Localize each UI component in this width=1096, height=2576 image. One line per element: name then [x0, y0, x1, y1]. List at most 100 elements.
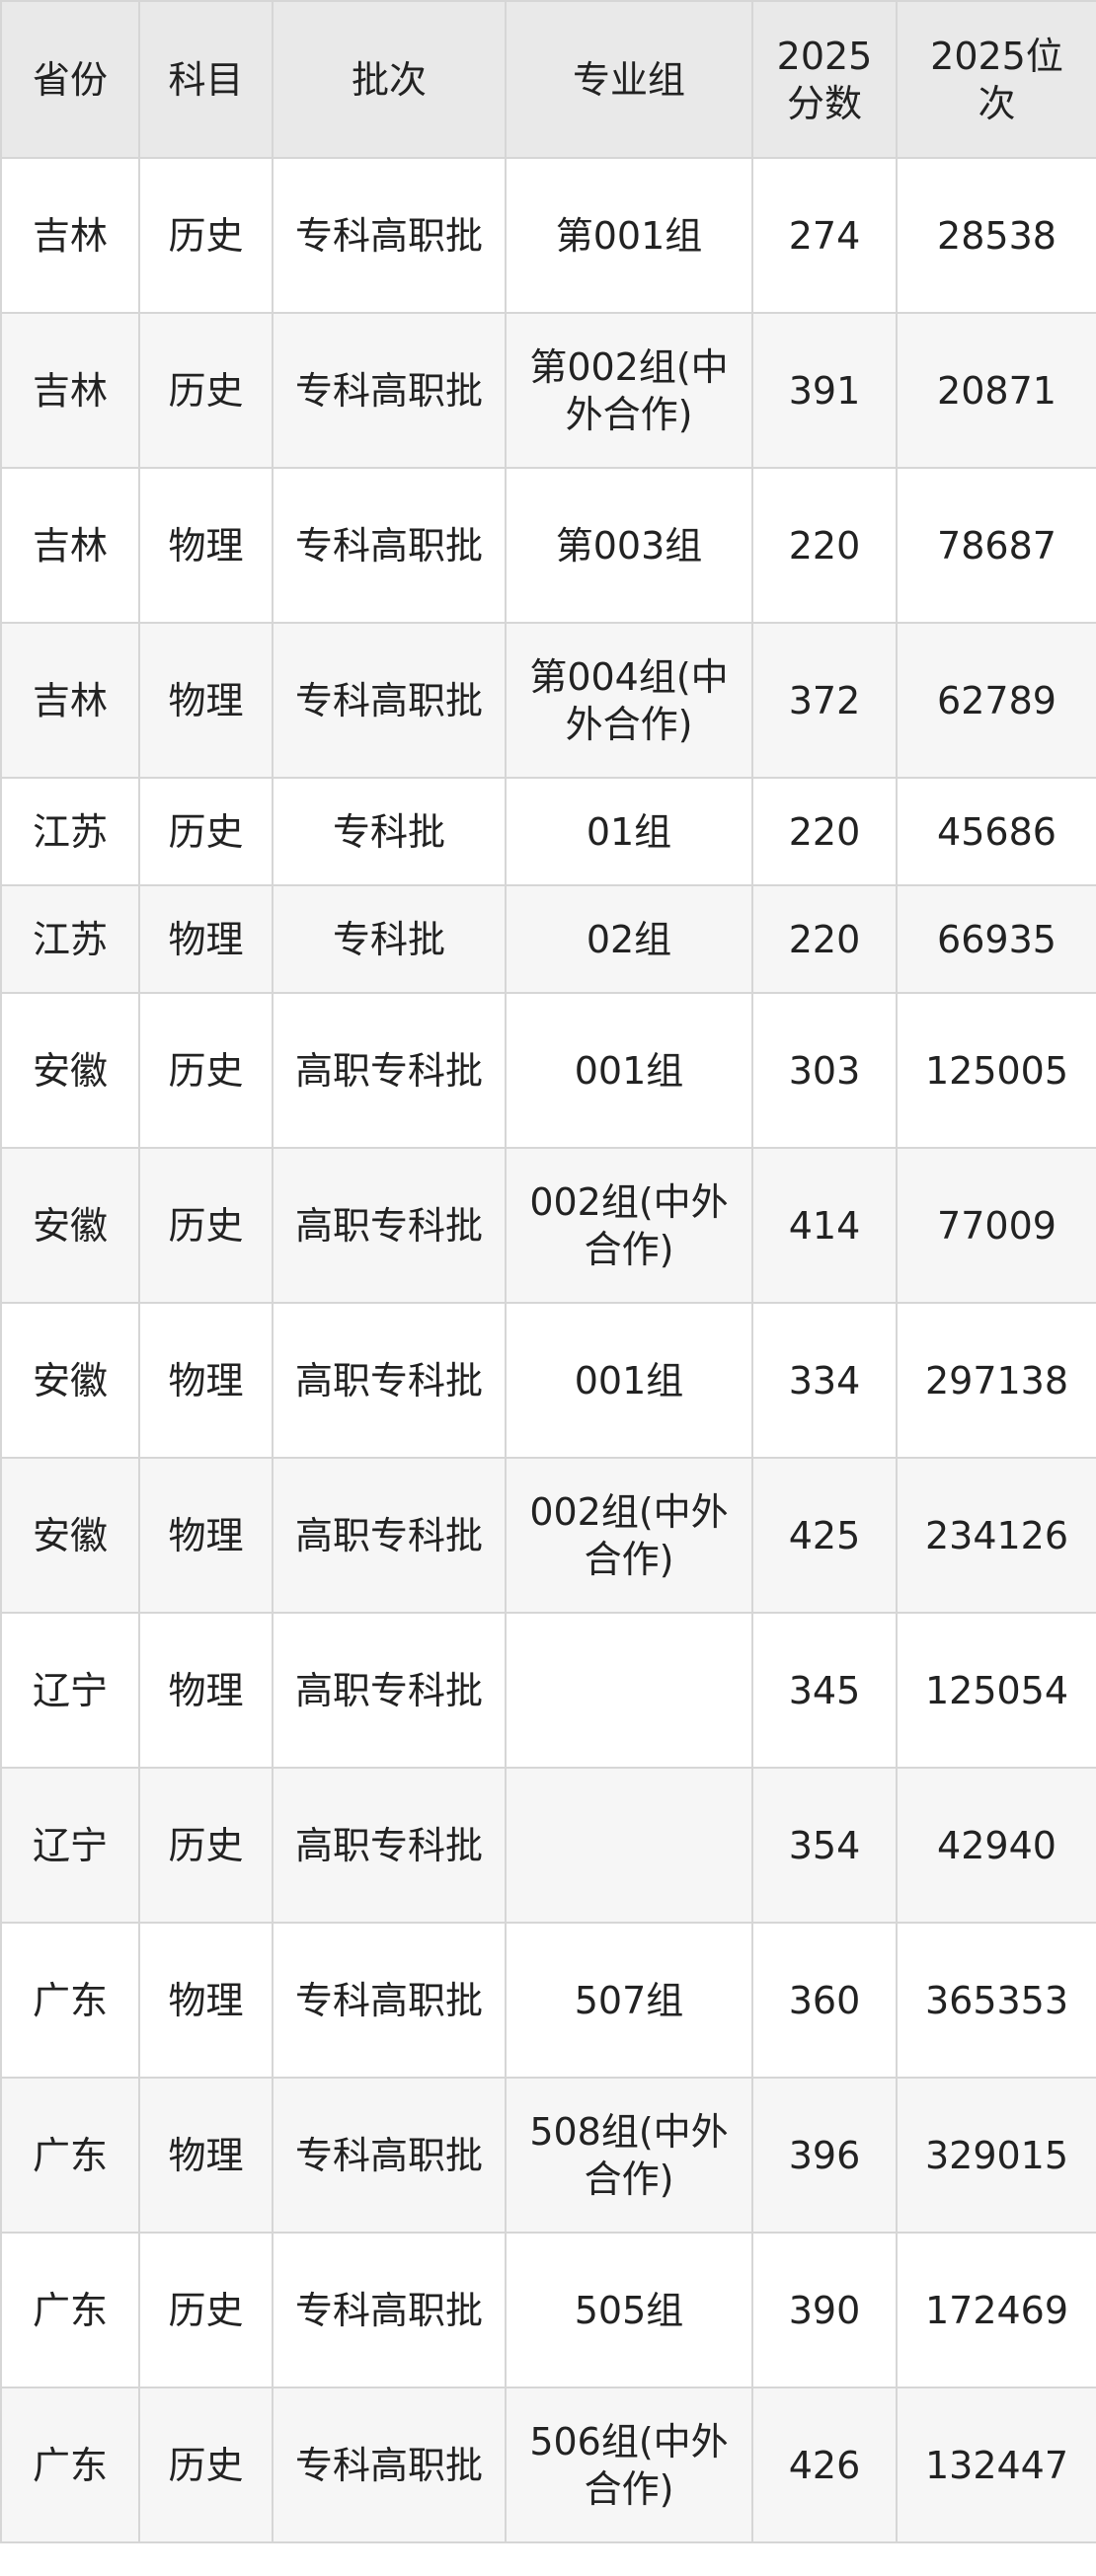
table-cell: 220 [751, 884, 898, 994]
table-cell: 辽宁 [0, 1767, 140, 1924]
table-cell: 高职专科批 [272, 992, 507, 1149]
table-cell: 396 [751, 2077, 898, 2234]
table-row: 辽宁 历史 高职专科批 354 42940 [0, 1767, 1096, 1924]
table-cell: 高职专科批 [272, 1767, 507, 1924]
table-cell: 广东 [0, 1922, 140, 2079]
table-cell [505, 1612, 753, 1769]
table-cell: 42940 [896, 1767, 1096, 1924]
table-cell: 391 [751, 312, 898, 469]
table-cell: 274 [751, 157, 898, 314]
table-row: 吉林 物理 专科高职批 第004组(中外合作) 372 62789 [0, 622, 1096, 779]
table-cell: 507组 [505, 1922, 753, 2079]
table-row: 辽宁 物理 高职专科批 345 125054 [0, 1612, 1096, 1769]
table-cell: 01组 [505, 777, 753, 886]
table-cell: 广东 [0, 2387, 140, 2543]
table-cell: 专科高职批 [272, 622, 507, 779]
table-cell: 508组(中外合作) [505, 2077, 753, 2234]
table-cell: 吉林 [0, 622, 140, 779]
table-row: 安徽 历史 高职专科批 002组(中外合作) 414 77009 [0, 1147, 1096, 1304]
table-cell: 390 [751, 2232, 898, 2388]
table-cell: 广东 [0, 2232, 140, 2388]
table-row: 广东 物理 专科高职批 507组 360 365353 [0, 1922, 1096, 2079]
table-cell: 专科高职批 [272, 467, 507, 624]
table-cell: 专科高职批 [272, 1922, 507, 2079]
table-cell: 安徽 [0, 1302, 140, 1459]
table-cell: 220 [751, 777, 898, 886]
table-cell: 高职专科批 [272, 1302, 507, 1459]
table-cell: 历史 [138, 777, 274, 886]
table-header: 省份 科目 批次 专业组 2025分数 2025位次 [0, 0, 1096, 159]
table-cell: 吉林 [0, 467, 140, 624]
table-cell: 62789 [896, 622, 1096, 779]
table-cell: 45686 [896, 777, 1096, 886]
header-cell: 2025分数 [751, 0, 898, 159]
table-cell: 专科高职批 [272, 2232, 507, 2388]
table-cell: 345 [751, 1612, 898, 1769]
table-row: 安徽 物理 高职专科批 002组(中外合作) 425 234126 [0, 1457, 1096, 1614]
table-cell: 77009 [896, 1147, 1096, 1304]
table-body: 吉林 历史 专科高职批 第001组 274 28538 吉林 历史 专科高职批 第002组(中外合… [0, 157, 1096, 2543]
table-cell: 28538 [896, 157, 1096, 314]
table-cell: 高职专科批 [272, 1147, 507, 1304]
table-cell: 125005 [896, 992, 1096, 1149]
table-cell: 第001组 [505, 157, 753, 314]
table-row: 安徽 历史 高职专科批 001组 303 125005 [0, 992, 1096, 1149]
table-row: 江苏 物理 专科批 02组 220 66935 [0, 884, 1096, 994]
table-cell: 125054 [896, 1612, 1096, 1769]
table-cell: 505组 [505, 2232, 753, 2388]
header-cell: 科目 [138, 0, 274, 159]
table-cell: 426 [751, 2387, 898, 2543]
table-cell: 吉林 [0, 312, 140, 469]
table-cell: 354 [751, 1767, 898, 1924]
table-cell: 425 [751, 1457, 898, 1614]
table-cell: 372 [751, 622, 898, 779]
table-cell: 303 [751, 992, 898, 1149]
table-cell: 历史 [138, 312, 274, 469]
header-cell: 批次 [272, 0, 507, 159]
header-cell: 2025位次 [896, 0, 1096, 159]
table-cell: 02组 [505, 884, 753, 994]
header-row: 省份 科目 批次 专业组 2025分数 2025位次 [0, 0, 1096, 159]
table-cell: 20871 [896, 312, 1096, 469]
table-cell: 江苏 [0, 884, 140, 994]
table-cell: 江苏 [0, 777, 140, 886]
table-cell: 第002组(中外合作) [505, 312, 753, 469]
table-cell: 001组 [505, 992, 753, 1149]
table-cell: 历史 [138, 992, 274, 1149]
table-cell: 365353 [896, 1922, 1096, 2079]
table-cell: 物理 [138, 1457, 274, 1614]
table-row: 江苏 历史 专科批 01组 220 45686 [0, 777, 1096, 886]
table-row: 吉林 物理 专科高职批 第003组 220 78687 [0, 467, 1096, 624]
table-cell: 专科批 [272, 884, 507, 994]
table-row: 吉林 历史 专科高职批 第002组(中外合作) 391 20871 [0, 312, 1096, 469]
table-cell: 物理 [138, 1302, 274, 1459]
table-cell: 安徽 [0, 992, 140, 1149]
table-cell: 78687 [896, 467, 1096, 624]
table-cell: 66935 [896, 884, 1096, 994]
table-cell: 第004组(中外合作) [505, 622, 753, 779]
table-cell: 物理 [138, 1922, 274, 2079]
table-cell: 专科高职批 [272, 157, 507, 314]
table-cell: 506组(中外合作) [505, 2387, 753, 2543]
table-cell: 334 [751, 1302, 898, 1459]
table-row: 安徽 物理 高职专科批 001组 334 297138 [0, 1302, 1096, 1459]
table-cell: 414 [751, 1147, 898, 1304]
table-cell: 172469 [896, 2232, 1096, 2388]
table-cell: 历史 [138, 1767, 274, 1924]
table-cell: 辽宁 [0, 1612, 140, 1769]
table-cell: 物理 [138, 1612, 274, 1769]
table-cell: 专科高职批 [272, 2387, 507, 2543]
table-cell: 物理 [138, 622, 274, 779]
table-cell: 历史 [138, 157, 274, 314]
table-cell: 安徽 [0, 1147, 140, 1304]
table-row: 吉林 历史 专科高职批 第001组 274 28538 [0, 157, 1096, 314]
table-row: 广东 历史 专科高职批 506组(中外合作) 426 132447 [0, 2387, 1096, 2543]
table-cell: 物理 [138, 884, 274, 994]
table-cell: 物理 [138, 2077, 274, 2234]
table-cell: 高职专科批 [272, 1612, 507, 1769]
table-cell: 002组(中外合作) [505, 1457, 753, 1614]
table-row: 广东 历史 专科高职批 505组 390 172469 [0, 2232, 1096, 2388]
